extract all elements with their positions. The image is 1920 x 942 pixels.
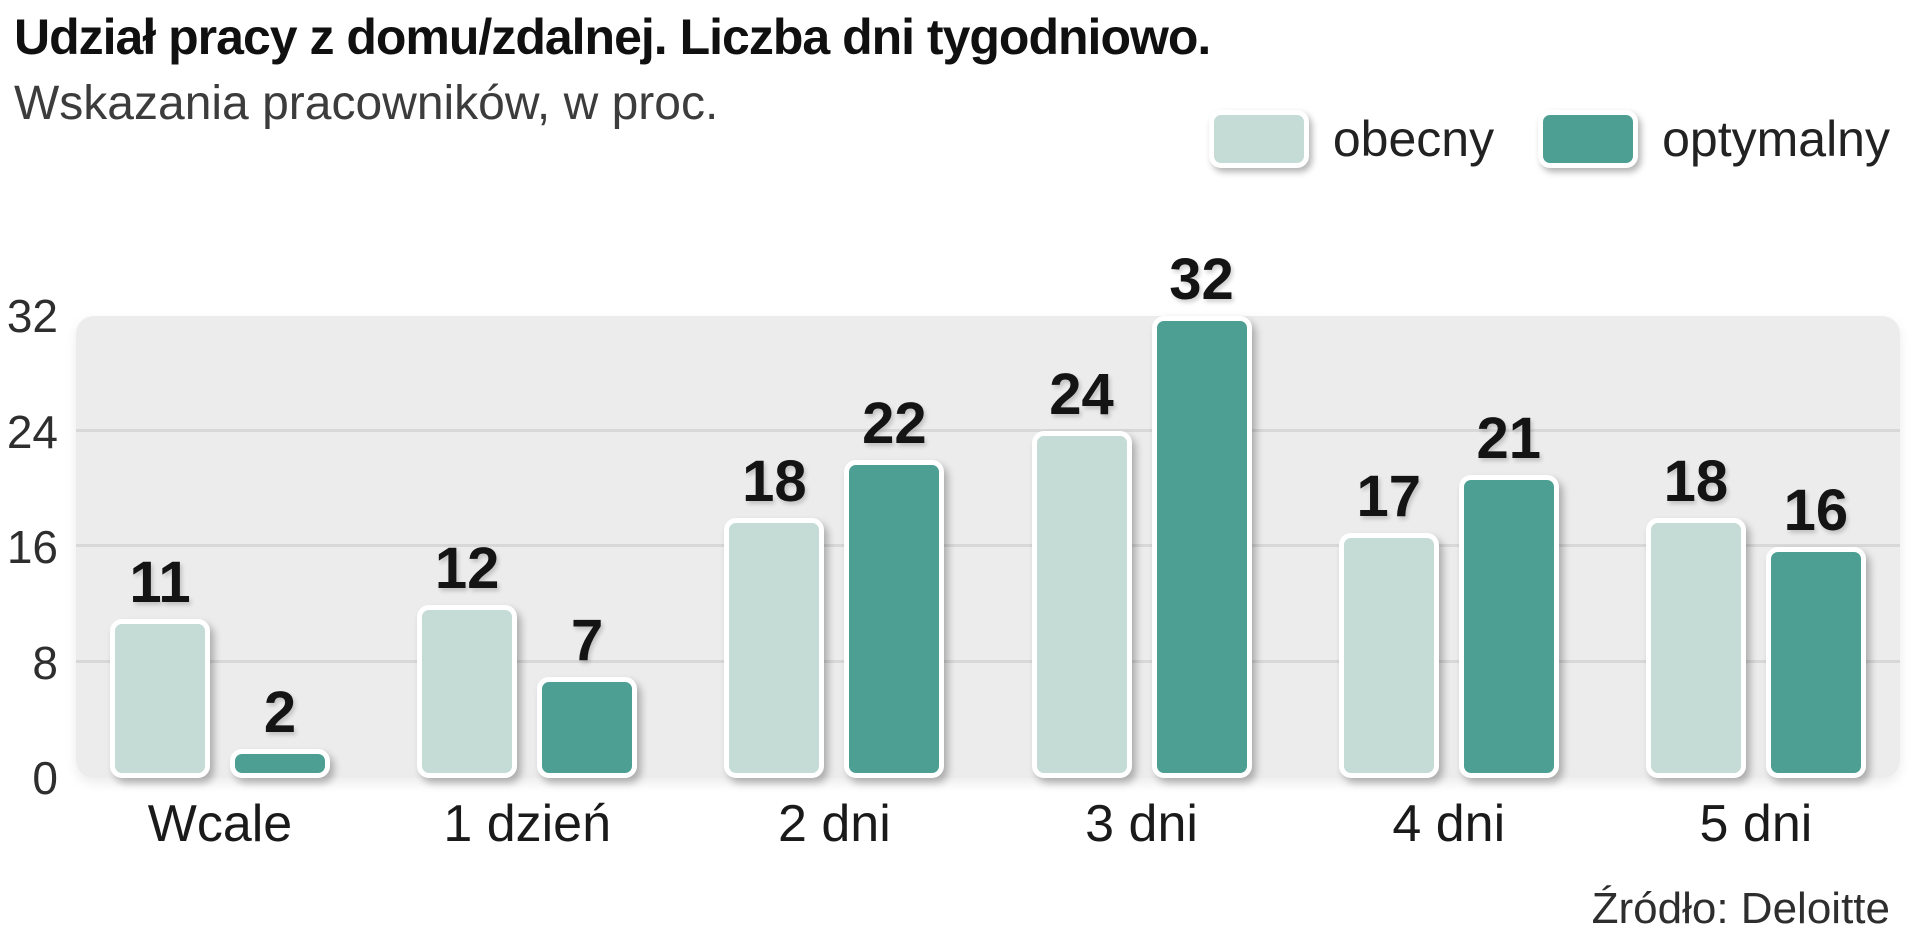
category-label: 4 dni	[1392, 795, 1506, 853]
legend-label: optymalny	[1662, 111, 1890, 167]
plot-background	[76, 316, 1900, 778]
bar-value-label: 11	[129, 550, 191, 615]
gridline	[76, 659, 1900, 663]
bar-group: 18 16 5 dni	[1645, 449, 1866, 853]
category-label: 1 dzień	[443, 795, 612, 853]
bar-value-label: 2	[263, 680, 297, 745]
bar-obecny: 24	[1031, 362, 1132, 778]
bar-obecny: 17	[1338, 464, 1439, 778]
legend-item: obecny	[1208, 110, 1495, 168]
category-label: 5 dni	[1699, 795, 1813, 853]
y-axis: 0 8 16 24 32	[0, 290, 58, 804]
bar-value-label: 22	[862, 391, 927, 456]
bar-optymalny: 22	[844, 391, 945, 778]
gridline	[76, 428, 1900, 432]
bar-value-label: 16	[1783, 478, 1849, 543]
category-label: 3 dni	[1085, 795, 1198, 853]
bar-obecny: 11	[110, 550, 210, 778]
gridline	[76, 544, 1900, 547]
y-tick-label: 16	[6, 521, 58, 573]
bar-group: 18 22 2 dni	[724, 391, 945, 853]
category-label: Wcale	[147, 795, 293, 853]
bar-value-label: 18	[742, 449, 807, 514]
bar-optymalny: 7	[537, 608, 638, 778]
bar-value-label: 18	[1663, 449, 1729, 514]
bar-value-label: 17	[1356, 464, 1422, 529]
legend-label: obecny	[1332, 111, 1495, 167]
bar-optymalny: 2	[230, 680, 330, 778]
legend: obecny optymalny	[1208, 110, 1890, 168]
bar-obecny: 18	[724, 449, 825, 778]
bar-value-label: 21	[1476, 406, 1542, 471]
bar-group: 12 7 1 dzień	[417, 536, 638, 853]
chart-subtitle: Wskazania pracowników, w proc.	[14, 77, 719, 130]
y-tick-label: 32	[6, 290, 58, 342]
bar-groups: 11 2 Wcale 12 7 1 dzień 18 22 2 dni 24 32 3 dni 17 21…	[76, 247, 1900, 853]
category-label: 2 dni	[777, 795, 891, 853]
bar-value-label: 12	[434, 536, 500, 601]
legend-swatch-optymalny	[1538, 110, 1639, 168]
y-tick-label: 8	[32, 636, 58, 689]
bar-value-label: 7	[571, 608, 604, 673]
y-tick-label: 0	[32, 752, 58, 804]
bar-group: 24 32 3 dni	[1031, 247, 1252, 853]
bar-group: 17 21 4 dni	[1338, 406, 1559, 853]
legend-swatch-obecny	[1208, 110, 1309, 168]
bar-optymalny: 16	[1765, 478, 1866, 778]
y-tick-label: 24	[6, 405, 58, 458]
bar-value-label: 32	[1169, 247, 1234, 312]
bar-optymalny: 21	[1458, 406, 1559, 778]
chart-title: Udział pracy z domu/zdalnej. Liczba dni …	[14, 9, 1211, 65]
legend-item: optymalny	[1538, 110, 1890, 168]
bar-value-label: 24	[1049, 362, 1114, 427]
bar-optymalny: 32	[1151, 247, 1252, 778]
bar-group: 11 2 Wcale	[110, 550, 330, 853]
bar-obecny: 18	[1645, 449, 1746, 778]
bar-obecny: 12	[417, 536, 518, 778]
source-note: Źródło: Deloitte	[1591, 884, 1890, 933]
